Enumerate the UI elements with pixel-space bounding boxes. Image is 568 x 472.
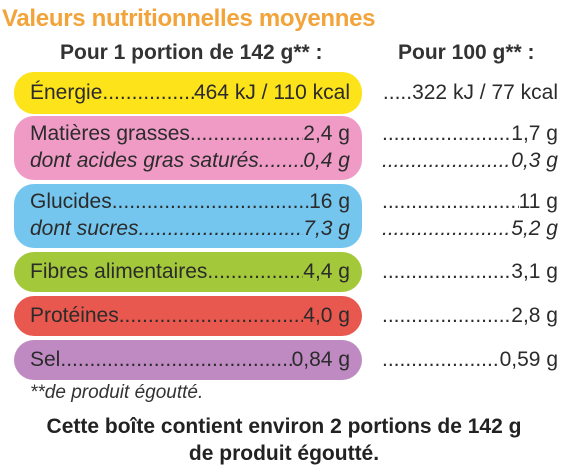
matieres-grasses-label: Matières grasses [30, 122, 190, 145]
fibres-per100-row: 3,1 g [382, 258, 558, 286]
glucides-label: Glucides [30, 190, 112, 213]
proteines-per100-value: 2,8 g [511, 304, 558, 327]
sucres-per100-row: 5,2 g [382, 215, 558, 243]
acides-gras-per100-row: 0,3 g [382, 147, 558, 175]
glucides-per100-row: 11 g [382, 188, 558, 216]
leader-dots [382, 302, 511, 330]
energie-portion-value: 464 kJ / 110 kcal [193, 81, 350, 104]
sel-per100-row: 0,59 g [382, 346, 558, 374]
proteines-label: Protéines [30, 304, 119, 327]
leader-dots [382, 215, 511, 243]
portion-note-line1: Cette boîte contient environ 2 portions … [46, 415, 522, 438]
fibres-label: Fibres alimentaires [30, 260, 208, 283]
sucres-per100-value: 5,2 g [511, 217, 558, 240]
matieres-grasses-band [14, 116, 362, 180]
acides-gras-row: dont acides gras saturés 0,4 g [30, 147, 350, 175]
fibres-row: Fibres alimentaires 4,4 g [30, 258, 350, 286]
glucides-row: Glucides 16 g [30, 188, 350, 216]
leader-dots [382, 147, 511, 175]
energie-row: Énergie 464 kJ / 110 kcal [30, 79, 350, 107]
energie-per100-row: .....322 kJ / 77 kcal [382, 79, 558, 107]
sucres-portion-value: 7,3 g [303, 217, 350, 240]
proteines-per100-row: 2,8 g [382, 302, 558, 330]
sel-portion-value: 0,84 g [291, 348, 350, 371]
leader-dots [259, 147, 303, 175]
energie-per100-value: .....322 kJ / 77 kcal [382, 81, 558, 104]
table-title: Valeurs nutritionnelles moyennes [2, 5, 376, 32]
leader-dots [60, 346, 291, 374]
footnote: **de produit égoutté. [30, 382, 204, 403]
leader-dots [139, 215, 304, 243]
fibres-portion-value: 4,4 g [303, 260, 350, 283]
leader-dots [382, 258, 511, 286]
leader-dots [102, 79, 194, 107]
matieres-grasses-portion-value: 2,4 g [303, 122, 350, 145]
sucres-row: dont sucres 7,3 g [30, 215, 350, 243]
sel-per100-value: 0,59 g [499, 348, 558, 371]
portion-note-line2: de produit égoutté. [188, 442, 380, 465]
sel-label: Sel [30, 348, 61, 371]
leader-dots [382, 120, 511, 148]
acides-gras-per100-value: 0,3 g [511, 149, 558, 172]
leader-dots [207, 258, 303, 286]
fibres-per100-value: 3,1 g [511, 260, 558, 283]
leader-dots [190, 120, 303, 148]
acides-gras-portion-value: 0,4 g [303, 149, 350, 172]
proteines-row: Protéines 4,0 g [30, 302, 350, 330]
matieres-grasses-per100-row: 1,7 g [382, 120, 558, 148]
leader-dots [382, 346, 500, 374]
sel-row: Sel 0,84 g [30, 346, 350, 374]
proteines-portion-value: 4,0 g [303, 304, 350, 327]
header-per-portion: Pour 1 portion de 142 g** : [60, 41, 323, 64]
glucides-per100-value: 11 g [518, 190, 558, 213]
matieres-grasses-per100-value: 1,7 g [511, 122, 558, 145]
acides-gras-label: dont acides gras saturés [30, 149, 259, 172]
leader-dots [112, 188, 309, 216]
fibres-band [14, 252, 362, 292]
matieres-grasses-row: Matières grasses 2,4 g [30, 120, 350, 148]
header-per-100g: Pour 100 g** : [398, 41, 535, 64]
glucides-portion-value: 16 g [309, 190, 350, 213]
energie-label: Énergie [30, 81, 103, 104]
leader-dots [382, 188, 519, 216]
leader-dots [119, 302, 304, 330]
sucres-label: dont sucres [30, 217, 139, 240]
